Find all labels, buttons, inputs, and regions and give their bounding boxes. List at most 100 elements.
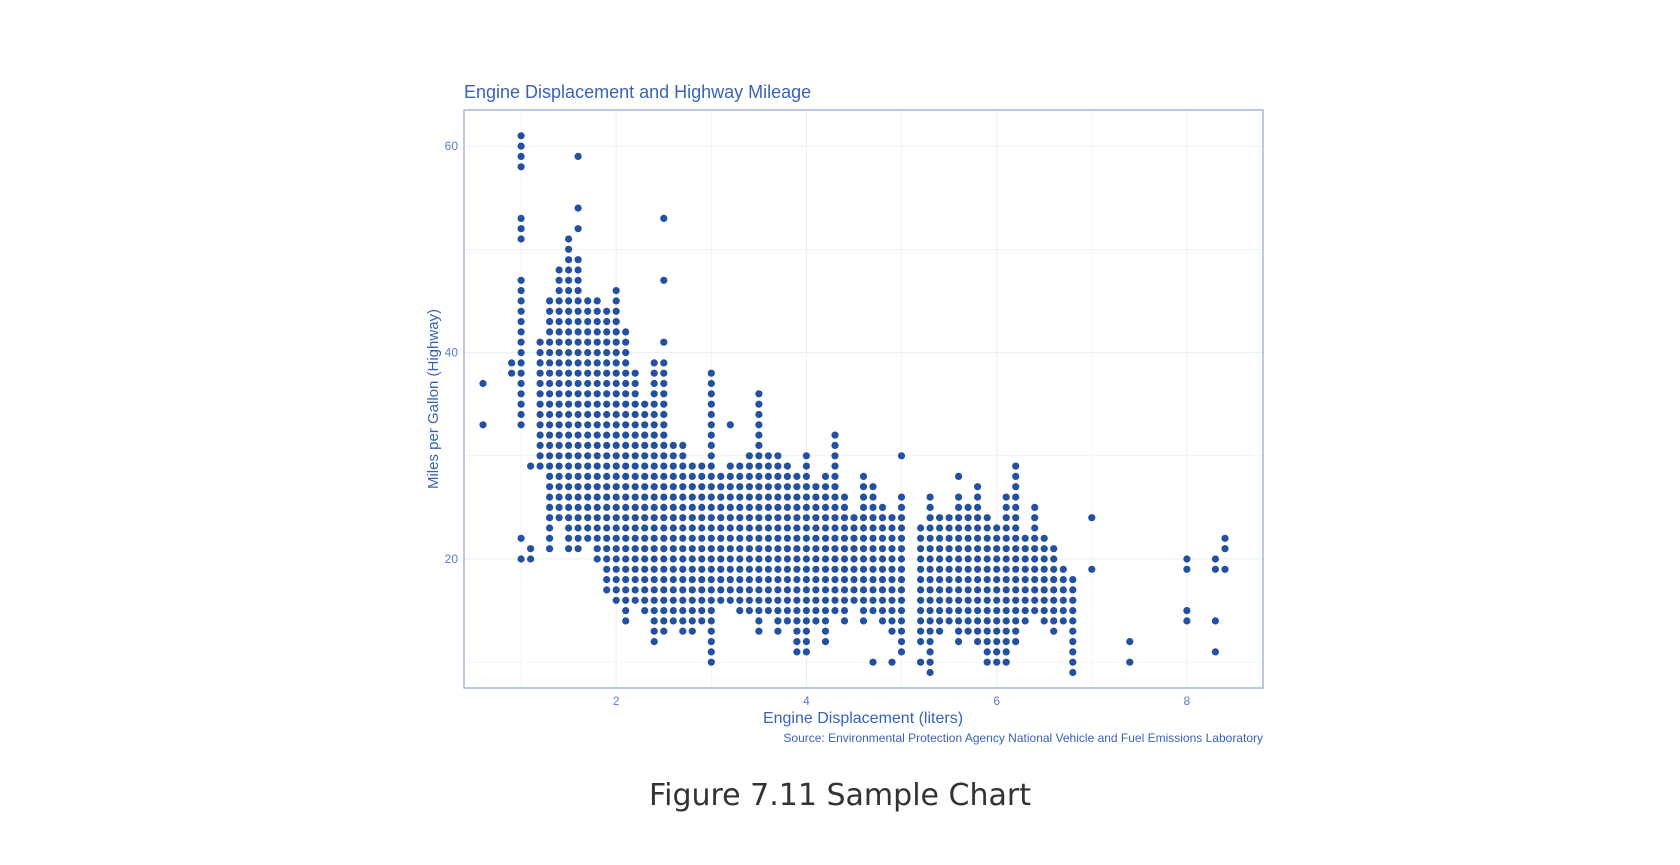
scatter-point bbox=[736, 472, 744, 480]
scatter-point bbox=[1012, 493, 1020, 501]
scatter-point bbox=[574, 256, 582, 264]
scatter-point bbox=[755, 596, 763, 604]
scatter-point bbox=[793, 524, 801, 532]
scatter-point bbox=[574, 483, 582, 491]
scatter-point bbox=[1012, 462, 1020, 470]
scatter-point bbox=[631, 524, 639, 532]
scatter-point bbox=[517, 142, 525, 150]
scatter-point bbox=[517, 421, 525, 429]
scatter-point bbox=[593, 400, 601, 408]
scatter-point bbox=[955, 586, 963, 594]
scatter-point bbox=[622, 441, 630, 449]
scatter-point bbox=[821, 545, 830, 553]
scatter-point bbox=[983, 607, 991, 615]
scatter-point bbox=[774, 555, 782, 563]
scatter-point bbox=[546, 534, 554, 542]
scatter-point bbox=[1012, 524, 1020, 532]
scatter-point bbox=[508, 359, 516, 367]
scatter-point bbox=[821, 472, 830, 480]
scatter-point bbox=[736, 483, 744, 491]
scatter-point bbox=[574, 349, 582, 357]
scatter-point bbox=[536, 410, 544, 419]
scatter-point bbox=[802, 493, 811, 501]
scatter-point bbox=[755, 400, 763, 408]
scatter-point bbox=[926, 627, 934, 635]
scatter-point bbox=[831, 555, 839, 563]
scatter-point bbox=[650, 493, 658, 501]
scatter-point bbox=[631, 493, 639, 501]
scatter-point bbox=[707, 524, 715, 532]
scatter-point bbox=[546, 493, 554, 501]
scatter-point bbox=[603, 514, 611, 522]
scatter-point bbox=[612, 452, 620, 460]
scatter-point bbox=[650, 379, 658, 388]
scatter-point bbox=[603, 545, 611, 553]
scatter-point bbox=[565, 287, 573, 295]
scatter-point bbox=[974, 555, 982, 563]
y-axis-label: Miles per Gallon (Highway) bbox=[425, 309, 442, 489]
scatter-point bbox=[688, 524, 696, 532]
scatter-point bbox=[707, 648, 715, 656]
scatter-point bbox=[917, 638, 925, 646]
scatter-point bbox=[546, 483, 554, 491]
scatter-point bbox=[736, 493, 744, 501]
scatter-point bbox=[812, 524, 820, 532]
scatter-point bbox=[603, 349, 611, 357]
scatter-point bbox=[688, 586, 696, 594]
scatter-point bbox=[574, 472, 582, 480]
scatter-point bbox=[717, 596, 725, 604]
scatter-point bbox=[745, 576, 754, 584]
scatter-point bbox=[878, 524, 887, 532]
scatter-point bbox=[878, 503, 887, 511]
scatter-point bbox=[1050, 627, 1058, 635]
scatter-point bbox=[755, 534, 763, 542]
scatter-point bbox=[1221, 534, 1229, 542]
scatter-point bbox=[869, 565, 877, 573]
scatter-point bbox=[688, 627, 696, 635]
scatter-point bbox=[955, 627, 963, 635]
scatter-point bbox=[1031, 545, 1039, 553]
scatter-point bbox=[1012, 555, 1020, 563]
scatter-point bbox=[593, 524, 601, 532]
scatter-point bbox=[698, 545, 706, 553]
scatter-point bbox=[574, 318, 582, 326]
scatter-point bbox=[774, 586, 782, 594]
scatter-point bbox=[574, 369, 582, 377]
scatter-point bbox=[660, 390, 668, 398]
scatter-point bbox=[745, 514, 754, 522]
scatter-point bbox=[974, 596, 982, 604]
scatter-point bbox=[679, 607, 687, 615]
scatter-point bbox=[565, 534, 573, 542]
scatter-point bbox=[574, 410, 582, 419]
scatter-point bbox=[555, 431, 563, 439]
scatter-point bbox=[755, 576, 763, 584]
scatter-point bbox=[536, 338, 544, 346]
scatter-point bbox=[603, 441, 611, 449]
scatter-point bbox=[1069, 638, 1077, 646]
scatter-point bbox=[964, 617, 972, 625]
scatter-point bbox=[641, 586, 649, 594]
scatter-point bbox=[897, 514, 906, 522]
scatter-point bbox=[888, 617, 896, 625]
scatter-point bbox=[660, 379, 668, 388]
scatter-point bbox=[726, 514, 734, 522]
scatter-point bbox=[821, 524, 830, 532]
scatter-point bbox=[679, 483, 687, 491]
scatter-point bbox=[698, 462, 706, 470]
scatter-point bbox=[783, 514, 792, 522]
scatter-point bbox=[669, 586, 677, 594]
scatter-point bbox=[612, 493, 620, 501]
scatter-point bbox=[584, 338, 592, 346]
scatter-point bbox=[917, 524, 925, 532]
scatter-point bbox=[1031, 503, 1039, 511]
scatter-point bbox=[593, 462, 601, 470]
scatter-point bbox=[707, 638, 715, 646]
scatter-point bbox=[698, 596, 706, 604]
scatter-point bbox=[555, 287, 563, 295]
scatter-point bbox=[859, 586, 868, 594]
scatter-point bbox=[878, 586, 887, 594]
scatter-point bbox=[669, 514, 677, 522]
scatter-point bbox=[745, 555, 754, 563]
scatter-point bbox=[802, 648, 811, 656]
scatter-point bbox=[603, 555, 611, 563]
